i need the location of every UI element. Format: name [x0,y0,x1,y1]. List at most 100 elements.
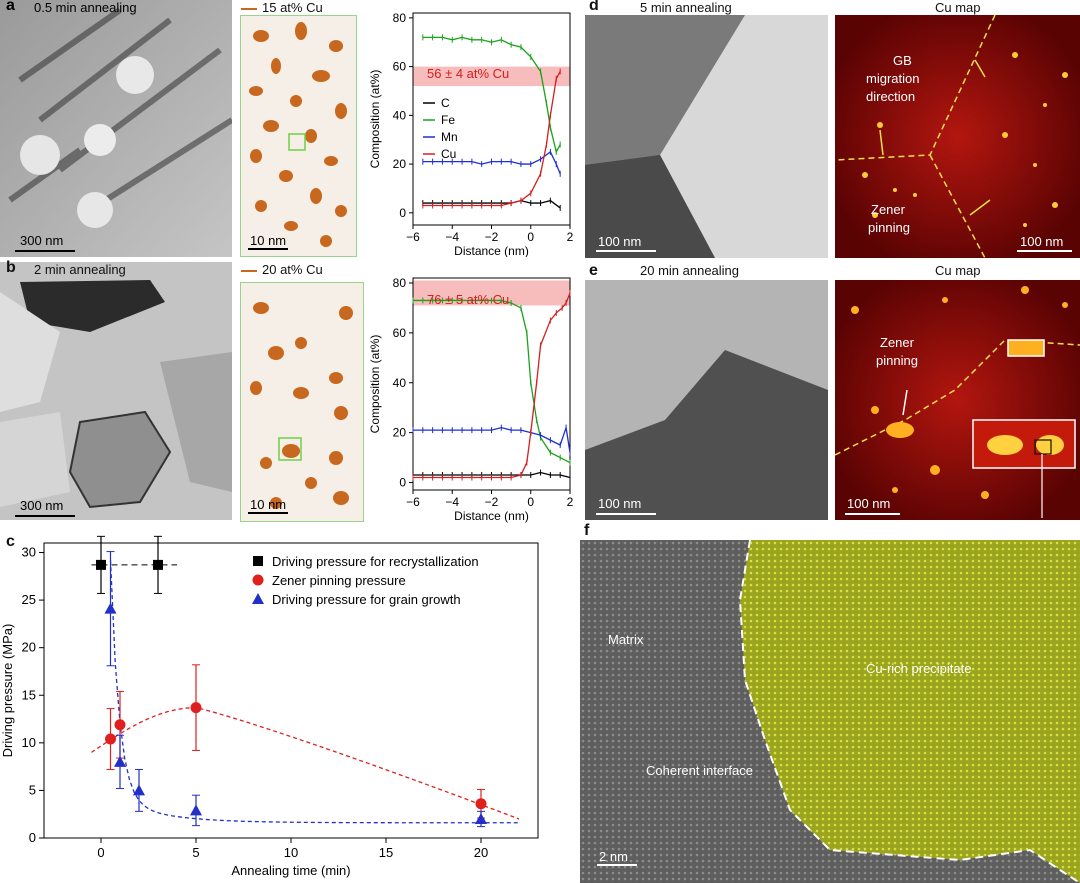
legend-marker-grain-growth [252,593,264,604]
annot-direction: direction [866,89,916,104]
y-tick-label: 10 [22,735,36,750]
plot-frame [412,277,571,491]
tem-image-b [0,262,232,520]
x-tick-label: −2 [485,495,499,509]
apt-legend-line-a [241,8,257,10]
marker-zener [114,719,126,731]
label-matrix: Matrix [608,632,644,647]
apt-particles-a [249,22,347,247]
marker-recrystallization [153,559,163,570]
annot-pinning-e: pinning [876,353,918,368]
x-tick-label: −2 [485,230,499,244]
apt-reconstruction-b [240,282,364,522]
y-tick-label: 20 [22,640,36,655]
bf-texture-e [585,280,828,520]
legend-marker-recrystallization [253,556,263,566]
y-tick-label: 0 [29,830,36,845]
scale-bar-e-left [596,513,656,515]
marker-zener [105,733,116,745]
tem-title-a: 0.5 min annealing [34,0,137,15]
y-tick-label: 0 [399,476,406,490]
y-tick-label: 80 [393,11,407,25]
title-d-right: Cu map [935,0,981,15]
series-line-cu [413,292,571,479]
panel-letter-a: a [6,0,15,14]
panel-letter-c: c [6,533,15,550]
tem-title-b: 2 min annealing [34,262,126,277]
x-tick-label: 10 [284,845,298,860]
x-tick-label: −4 [445,230,459,244]
tem-texture-a [0,0,232,257]
scale-label-f: 2 nm [599,849,628,864]
annot-zener-d: Zener [871,202,905,217]
scale-bar-b [15,515,75,517]
apt-particles-b [250,302,353,509]
legend-label-cu: Cu [441,147,456,161]
marker-grain-growth [475,812,487,824]
bright-field-image-e [585,280,828,520]
label-interface: Coherent interface [646,763,753,778]
apt-reconstruction-a [240,15,357,257]
x-axis-label: Distance (nm) [454,244,529,257]
legend-label: Driving pressure for recrystallization [272,554,479,569]
apt-scale-label-b: 10 nm [250,497,287,512]
panel-letter-d: d [589,0,599,14]
marker-recrystallization [96,559,106,570]
annot-gb: GB [893,53,912,68]
composition-band [413,66,570,87]
scale-bar-f [597,864,637,866]
y-tick-label: 20 [393,157,407,171]
tem-image-a [0,0,232,257]
legend-label: Driving pressure for grain growth [272,592,461,607]
y-tick-label: 5 [29,782,36,797]
cu-map-overlay-d [835,15,1068,258]
y-axis-label: Driving pressure (MPa) [0,624,15,758]
series-line-mn [413,426,571,453]
marker-grain-growth [104,602,117,614]
x-tick-label: −6 [406,230,420,244]
y-tick-label: 60 [393,326,407,340]
x-tick-label: 0 [527,230,534,244]
label-precipitate: Cu-rich precipitate [866,661,972,676]
title-e-left: 20 min annealing [640,263,740,278]
y-tick-label: 0 [399,206,406,220]
scale-label-d-left: 100 nm [598,234,642,249]
x-tick-label: −6 [406,495,420,509]
x-tick-label: 0 [527,495,534,509]
marker-zener [190,702,202,714]
annot-pinning-d: pinning [868,220,910,235]
legend-label-c: C [441,96,450,110]
hrtem-overlay-f [580,540,1080,883]
scale-label-a: 300 nm [20,233,64,248]
scale-bar-a [15,250,75,252]
apt-scale-label-a: 10 nm [250,233,287,248]
scale-label-e-right: 100 nm [847,496,891,511]
x-tick-label: 2 [567,495,574,509]
series-line-mn [422,150,561,175]
cu-map-overlay-e [835,286,1080,518]
annot-migration: migration [866,71,920,86]
scale-label-b: 300 nm [20,498,64,513]
panel-letter-e: e [589,262,598,279]
title-d-left: 5 min annealing [640,0,732,15]
legend-marker-zener [252,574,264,586]
x-tick-label: 15 [379,845,393,860]
apt-title-b: 20 at% Cu [262,262,323,277]
marker-grain-growth [190,804,202,816]
legend-label-fe: Fe [441,113,455,127]
x-tick-label: 20 [474,845,488,860]
marker-zener [475,798,487,810]
x-axis-label: Distance (nm) [454,509,529,523]
x-tick-label: 0 [97,845,104,860]
band-label-b: 76 ± 5 at% Cu [427,292,510,307]
scale-label-d-right: 100 nm [1020,234,1064,249]
marker-grain-growth [133,784,145,796]
annot-zener-e: Zener [880,335,914,350]
y-tick-label: 60 [393,60,407,74]
cu-map-d [835,15,1080,258]
legend-label-mn: Mn [441,130,458,144]
y-tick-label: 80 [393,276,407,290]
panel-letter-f: f [584,522,590,539]
scale-bar-d-right [1017,250,1072,252]
